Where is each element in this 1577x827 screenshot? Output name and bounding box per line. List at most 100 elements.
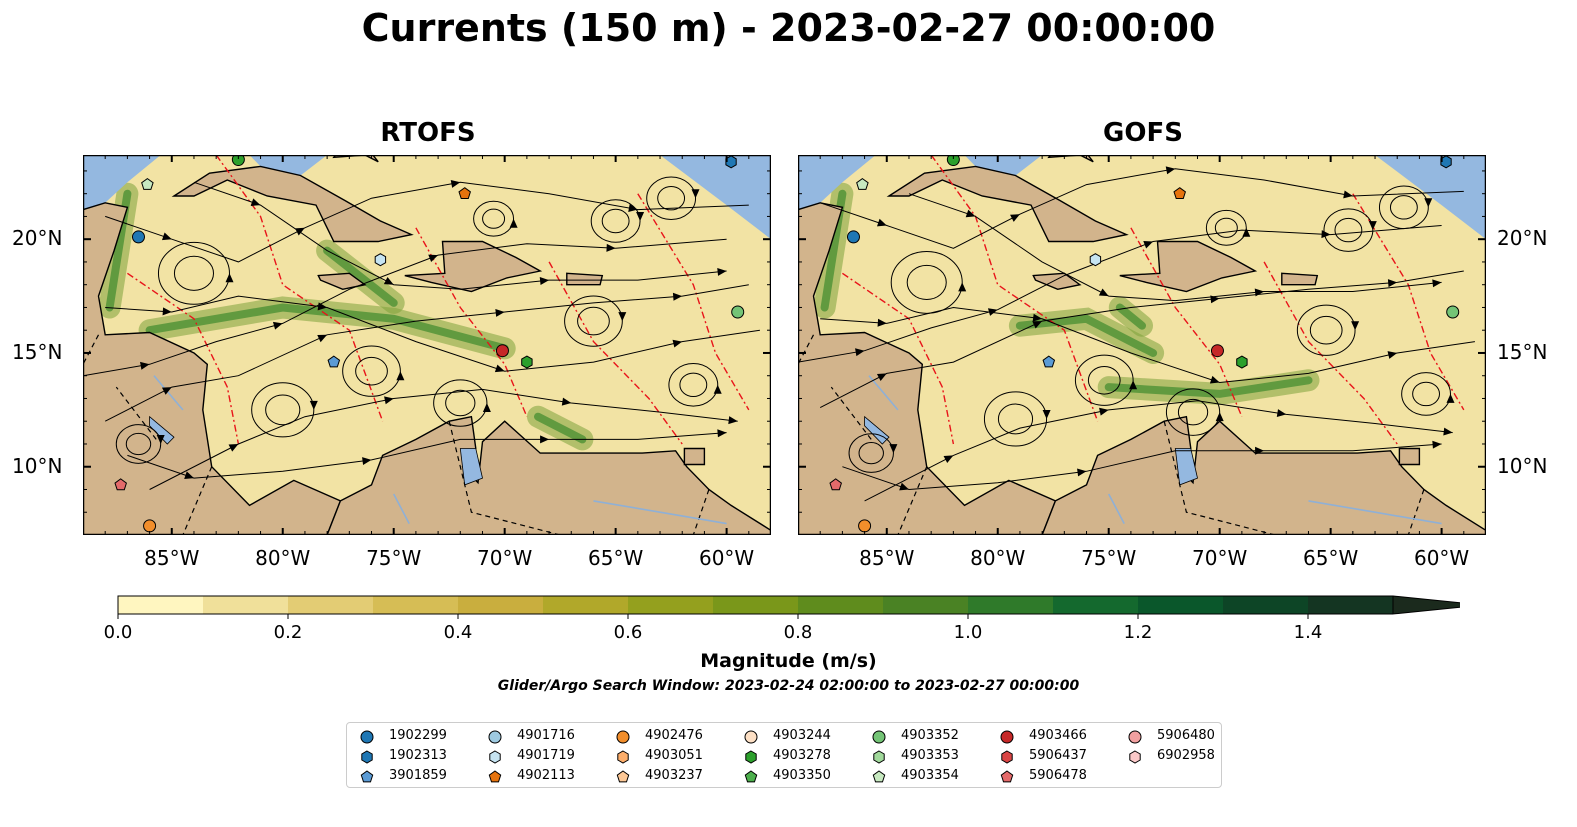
colorbar — [117, 595, 1460, 619]
legend-label: 5906437 — [1029, 748, 1087, 763]
eez-boundary — [1352, 193, 1465, 411]
current-eddy — [1205, 209, 1247, 246]
legend-marker — [488, 730, 502, 744]
streamline-arrow — [1432, 440, 1442, 449]
streamline-arrow — [606, 243, 616, 252]
eddy-arrow — [1042, 410, 1051, 419]
streamline-arrow — [1098, 288, 1109, 297]
current-eddy — [342, 345, 401, 397]
current-eddy — [1296, 304, 1356, 356]
eddy-arrow — [509, 218, 518, 228]
legend-label: 4903350 — [773, 768, 831, 783]
streamline-arrow — [494, 364, 505, 373]
y-tick-label-right: 10°N — [1497, 453, 1548, 478]
x-tick-label: 60°W — [1413, 546, 1470, 570]
float-marker — [141, 177, 154, 190]
eddy-arrow — [309, 400, 318, 410]
legend-item: 4903051 — [615, 746, 735, 766]
eddy-arrow — [1129, 380, 1138, 390]
colorbar-segment — [1223, 596, 1309, 614]
colorbar-segment — [1053, 596, 1139, 614]
legend-marker-icon — [361, 750, 373, 764]
float-marker — [521, 355, 533, 369]
float-marker — [731, 305, 745, 319]
current-eddy — [890, 250, 963, 314]
legend-label: 4903466 — [1029, 728, 1087, 743]
river-line — [593, 500, 727, 525]
eddy-arrow — [618, 312, 627, 322]
y-tick-label-right: 20°N — [1497, 226, 1548, 251]
colorbar-segment — [713, 596, 799, 614]
legend-label: 5906478 — [1029, 768, 1087, 783]
river-line — [1308, 500, 1442, 525]
current-streamline — [908, 193, 1442, 302]
legend-marker-icon — [1129, 750, 1141, 764]
streamline-arrow — [495, 308, 505, 317]
colorbar-tick-label: 1.0 — [953, 622, 983, 643]
water-lake-maracaibo-inland — [459, 448, 483, 486]
colorbar-segment — [968, 596, 1054, 614]
streamline-arrow — [1276, 409, 1287, 417]
x-tick-label: 65°W — [1303, 546, 1359, 570]
legend-marker-icon — [1000, 770, 1014, 783]
current-eddy — [983, 391, 1048, 447]
colorbar-segment — [203, 596, 289, 614]
current-eddy — [473, 200, 515, 237]
legend-marker-icon — [872, 770, 886, 783]
land-puerto-rico — [566, 272, 604, 286]
y-tick-label-left: 10°N — [12, 453, 63, 478]
streamline-arrow — [383, 277, 394, 285]
legend-item: 5906478 — [999, 766, 1119, 786]
float-marker — [829, 478, 842, 491]
eddy-arrow — [691, 189, 700, 199]
float-marker — [131, 230, 145, 244]
current-eddy — [482, 208, 506, 229]
streamline-arrow — [1387, 279, 1398, 288]
streamline-arrow — [987, 308, 998, 316]
float-marker — [946, 155, 960, 167]
legend-item: 5906437 — [999, 746, 1119, 766]
colorbar-tick-label: 0.8 — [783, 622, 813, 643]
legend-label: 4903354 — [901, 768, 959, 783]
water-yucatan-shelf — [798, 155, 876, 210]
map-panel-gofs[interactable] — [798, 155, 1486, 535]
map-panel-rtofs[interactable] — [83, 155, 771, 535]
legend-label: 5906480 — [1157, 728, 1215, 743]
colorbar-tick-label: 1.4 — [1293, 622, 1323, 643]
legend-marker — [745, 750, 757, 764]
figure-title: Currents (150 m) - 2023-02-27 00:00:00 — [361, 6, 1216, 50]
legend-marker-icon — [744, 730, 758, 744]
legend-marker-icon — [1001, 750, 1013, 764]
float-marker — [495, 344, 509, 358]
eez-boundary — [637, 193, 750, 411]
eez-boundary — [930, 155, 1099, 422]
float-marker — [143, 519, 157, 533]
legend-marker — [616, 730, 630, 744]
float-marker — [374, 253, 387, 267]
eez-boundary — [215, 155, 384, 422]
land-border-line — [83, 334, 100, 365]
current-streamline — [104, 284, 749, 422]
legend-marker — [873, 750, 885, 764]
current-eddy — [601, 208, 630, 234]
current-eddy — [577, 306, 610, 336]
x-tick-label: 75°W — [1081, 546, 1137, 570]
float-marker — [458, 187, 471, 199]
water-lake-nicaragua-inland — [864, 415, 890, 445]
colorbar-tick-label: 0.0 — [103, 622, 133, 643]
eez-boundary — [1263, 261, 1398, 445]
streamline-arrow — [540, 435, 550, 444]
streamline-arrow — [1443, 427, 1453, 436]
legend-marker — [360, 730, 374, 744]
x-tick-label: 85°W — [144, 546, 200, 570]
panel-title-rtofs: RTOFS — [380, 118, 476, 148]
streamline-arrow — [965, 209, 976, 218]
streamline-arrow — [450, 179, 461, 188]
legend-label: 4902476 — [645, 728, 703, 743]
legend-marker-icon — [1000, 730, 1014, 744]
legend-marker — [1001, 750, 1013, 764]
water-lake-maracaibo-inland — [1174, 448, 1198, 486]
land-border-line — [798, 334, 815, 365]
legend-item: 4903466 — [999, 726, 1119, 746]
eez-boundary — [548, 261, 683, 445]
